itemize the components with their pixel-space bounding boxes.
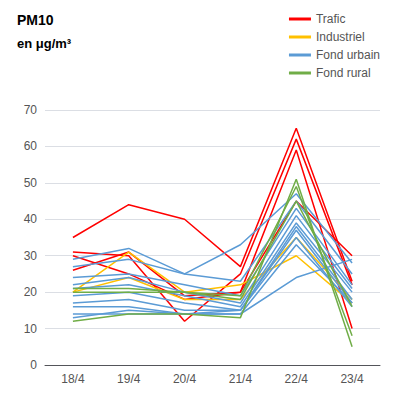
svg-text:22/4: 22/4 (285, 372, 309, 386)
svg-text:0: 0 (30, 358, 37, 372)
svg-text:Fond urbain: Fond urbain (316, 48, 380, 62)
svg-text:20: 20 (24, 285, 38, 299)
svg-text:50: 50 (24, 176, 38, 190)
svg-text:70: 70 (24, 103, 38, 117)
svg-text:Trafic: Trafic (316, 12, 346, 26)
svg-text:40: 40 (24, 212, 38, 226)
svg-text:en μg/m³: en μg/m³ (17, 36, 72, 51)
svg-text:PM10: PM10 (17, 12, 54, 28)
svg-text:Fond rural: Fond rural (316, 66, 371, 80)
svg-text:19/4: 19/4 (117, 372, 141, 386)
svg-text:18/4: 18/4 (61, 372, 85, 386)
svg-text:Industriel: Industriel (316, 30, 365, 44)
svg-text:60: 60 (24, 139, 38, 153)
svg-text:23/4: 23/4 (340, 372, 364, 386)
svg-text:10: 10 (24, 322, 38, 336)
svg-text:21/4: 21/4 (229, 372, 253, 386)
svg-text:30: 30 (24, 249, 38, 263)
svg-text:20/4: 20/4 (173, 372, 197, 386)
